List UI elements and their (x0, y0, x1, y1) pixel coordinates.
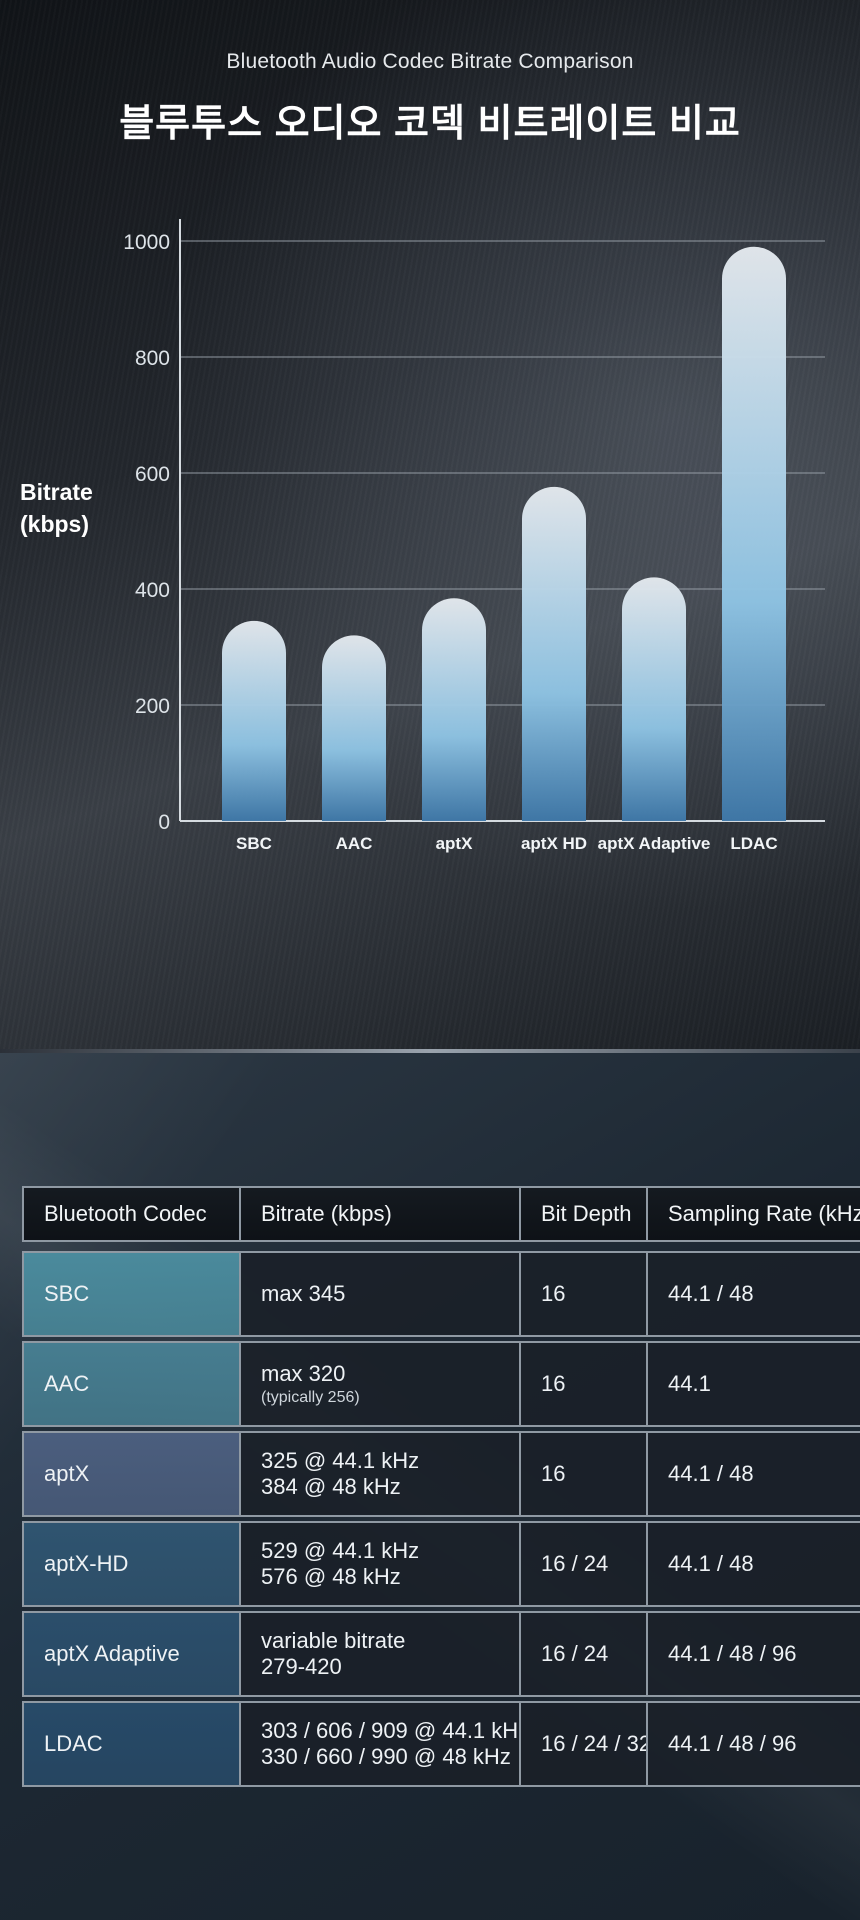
sampling-rate: 44.1 / 48 / 96 (668, 1641, 797, 1666)
bit-depth-cell: 16 (519, 1431, 648, 1517)
sampling-rate: 44.1 / 48 (668, 1551, 754, 1576)
codec-name: aptX-HD (44, 1551, 129, 1576)
bar-aptx-adaptive (622, 577, 686, 821)
x-tick-label: AAC (336, 834, 373, 853)
bit-depth-cell: 16 / 24 / 32 (519, 1701, 648, 1787)
bit-depth: 16 / 24 / 32 (541, 1731, 648, 1756)
sampling-rate-cell: 44.1 / 48 (646, 1521, 860, 1607)
bitrate-line-2: 576 @ 48 kHz (261, 1564, 401, 1589)
x-tick-label: LDAC (730, 834, 777, 853)
bitrate-cell: 325 @ 44.1 kHz 384 @ 48 kHz (239, 1431, 521, 1517)
x-tick-label: aptX HD (521, 834, 587, 853)
sampling-rate-cell: 44.1 (646, 1341, 860, 1427)
codec-name-cell: aptX (22, 1431, 241, 1517)
table-header-cell: Sampling Rate (kHz (646, 1186, 860, 1242)
table-header-cell: Bitrate (kbps) (239, 1186, 521, 1242)
bitrate-line: 529 @ 44.1 kHz (261, 1538, 420, 1563)
bitrate-cell: max 320 (typically 256) (239, 1341, 521, 1427)
bitrate-line: variable bitrate (261, 1628, 406, 1653)
x-tick-label: SBC (236, 834, 272, 853)
bitrate-line-2: 279-420 (261, 1654, 342, 1679)
bitrate-line-2: 384 @ 48 kHz (261, 1474, 401, 1499)
chart-title: 블루투스 오디오 코덱 비트레이트 비교 (119, 103, 741, 145)
sampling-rate-cell: 44.1 / 48 (646, 1251, 860, 1337)
bar-aptx-hd (522, 486, 586, 821)
codec-name: AAC (44, 1371, 90, 1396)
bit-depth-cell: 16 / 24 (519, 1521, 648, 1607)
bitrate-cell: 529 @ 44.1 kHz 576 @ 48 kHz (239, 1521, 521, 1607)
header-label: Bit Depth (541, 1201, 632, 1226)
bitrate-line-2: 330 / 660 / 990 @ 48 kHz (261, 1744, 511, 1769)
y-axis-label: Bitrate (kbps) (20, 476, 93, 540)
y-axis-label-line2: (kbps) (20, 511, 89, 537)
y-tick-label: 400 (135, 579, 170, 602)
header-label: Bitrate (kbps) (261, 1201, 392, 1226)
bit-depth: 16 / 24 (541, 1641, 609, 1666)
bar-sbc (222, 620, 286, 821)
table-header-cell: Bit Depth (519, 1186, 648, 1242)
x-tick-label: aptX Adaptive (598, 834, 711, 853)
chart-panel (0, 0, 860, 1050)
sampling-rate-cell: 44.1 / 48 (646, 1431, 860, 1517)
bit-depth: 16 / 24 (541, 1551, 609, 1576)
x-tick-label: aptX (436, 834, 474, 853)
sampling-rate-cell: 44.1 / 48 / 96 (646, 1701, 860, 1787)
codec-name-cell: LDAC (22, 1701, 241, 1787)
codec-name-cell: aptX Adaptive (22, 1611, 241, 1697)
codec-name: aptX Adaptive (44, 1641, 180, 1666)
bit-depth: 16 (541, 1371, 566, 1396)
codec-name-cell: SBC (22, 1251, 241, 1337)
header-label: Bluetooth Codec (44, 1201, 207, 1226)
bar-chart: 0 200 400 600 800 1000 SBC AAC aptX aptX HD aptX A… (123, 219, 825, 853)
bar-aac (322, 635, 386, 821)
codec-name: SBC (44, 1281, 90, 1306)
y-tick-label: 600 (135, 463, 170, 486)
bitrate-note: (typically 256) (261, 1389, 360, 1406)
bit-depth: 16 (541, 1281, 566, 1306)
y-axis-label-line1: Bitrate (20, 479, 93, 505)
y-tick-label: 0 (158, 811, 170, 834)
bitrate-line: max 345 (261, 1281, 346, 1306)
sampling-rate: 44.1 / 48 (668, 1281, 754, 1306)
sampling-rate-cell: 44.1 / 48 / 96 (646, 1611, 860, 1697)
header-label: Sampling Rate (kHz (668, 1201, 860, 1226)
bitrate-line: max 320 (261, 1361, 346, 1386)
codec-name: LDAC (44, 1731, 103, 1756)
y-tick-label: 800 (135, 347, 170, 370)
bitrate-cell: variable bitrate 279-420 (239, 1611, 521, 1697)
bar-aptx (422, 598, 486, 821)
bit-depth-cell: 16 (519, 1341, 648, 1427)
bitrate-cell: max 345 (239, 1251, 521, 1337)
sampling-rate: 44.1 / 48 / 96 (668, 1731, 797, 1756)
y-tick-label: 200 (135, 695, 170, 718)
y-tick-label: 1000 (123, 231, 170, 254)
bit-depth-cell: 16 / 24 (519, 1611, 648, 1697)
codec-name-cell: AAC (22, 1341, 241, 1427)
codec-name: aptX (44, 1461, 90, 1486)
sampling-rate: 44.1 (668, 1371, 711, 1396)
chart-subtitle: Bluetooth Audio Codec Bitrate Comparison (226, 50, 634, 73)
codec-name-cell: aptX-HD (22, 1521, 241, 1607)
bitrate-line: 303 / 606 / 909 @ 44.1 kHz (261, 1718, 521, 1743)
bitrate-line: 325 @ 44.1 kHz (261, 1448, 420, 1473)
panel-divider (0, 1049, 860, 1053)
bar-ldac (722, 246, 786, 821)
bitrate-cell: 303 / 606 / 909 @ 44.1 kHz 330 / 660 / 99… (239, 1701, 521, 1787)
bit-depth: 16 (541, 1461, 566, 1486)
bit-depth-cell: 16 (519, 1251, 648, 1337)
table-header-cell: Bluetooth Codec (22, 1186, 241, 1242)
sampling-rate: 44.1 / 48 (668, 1461, 754, 1486)
